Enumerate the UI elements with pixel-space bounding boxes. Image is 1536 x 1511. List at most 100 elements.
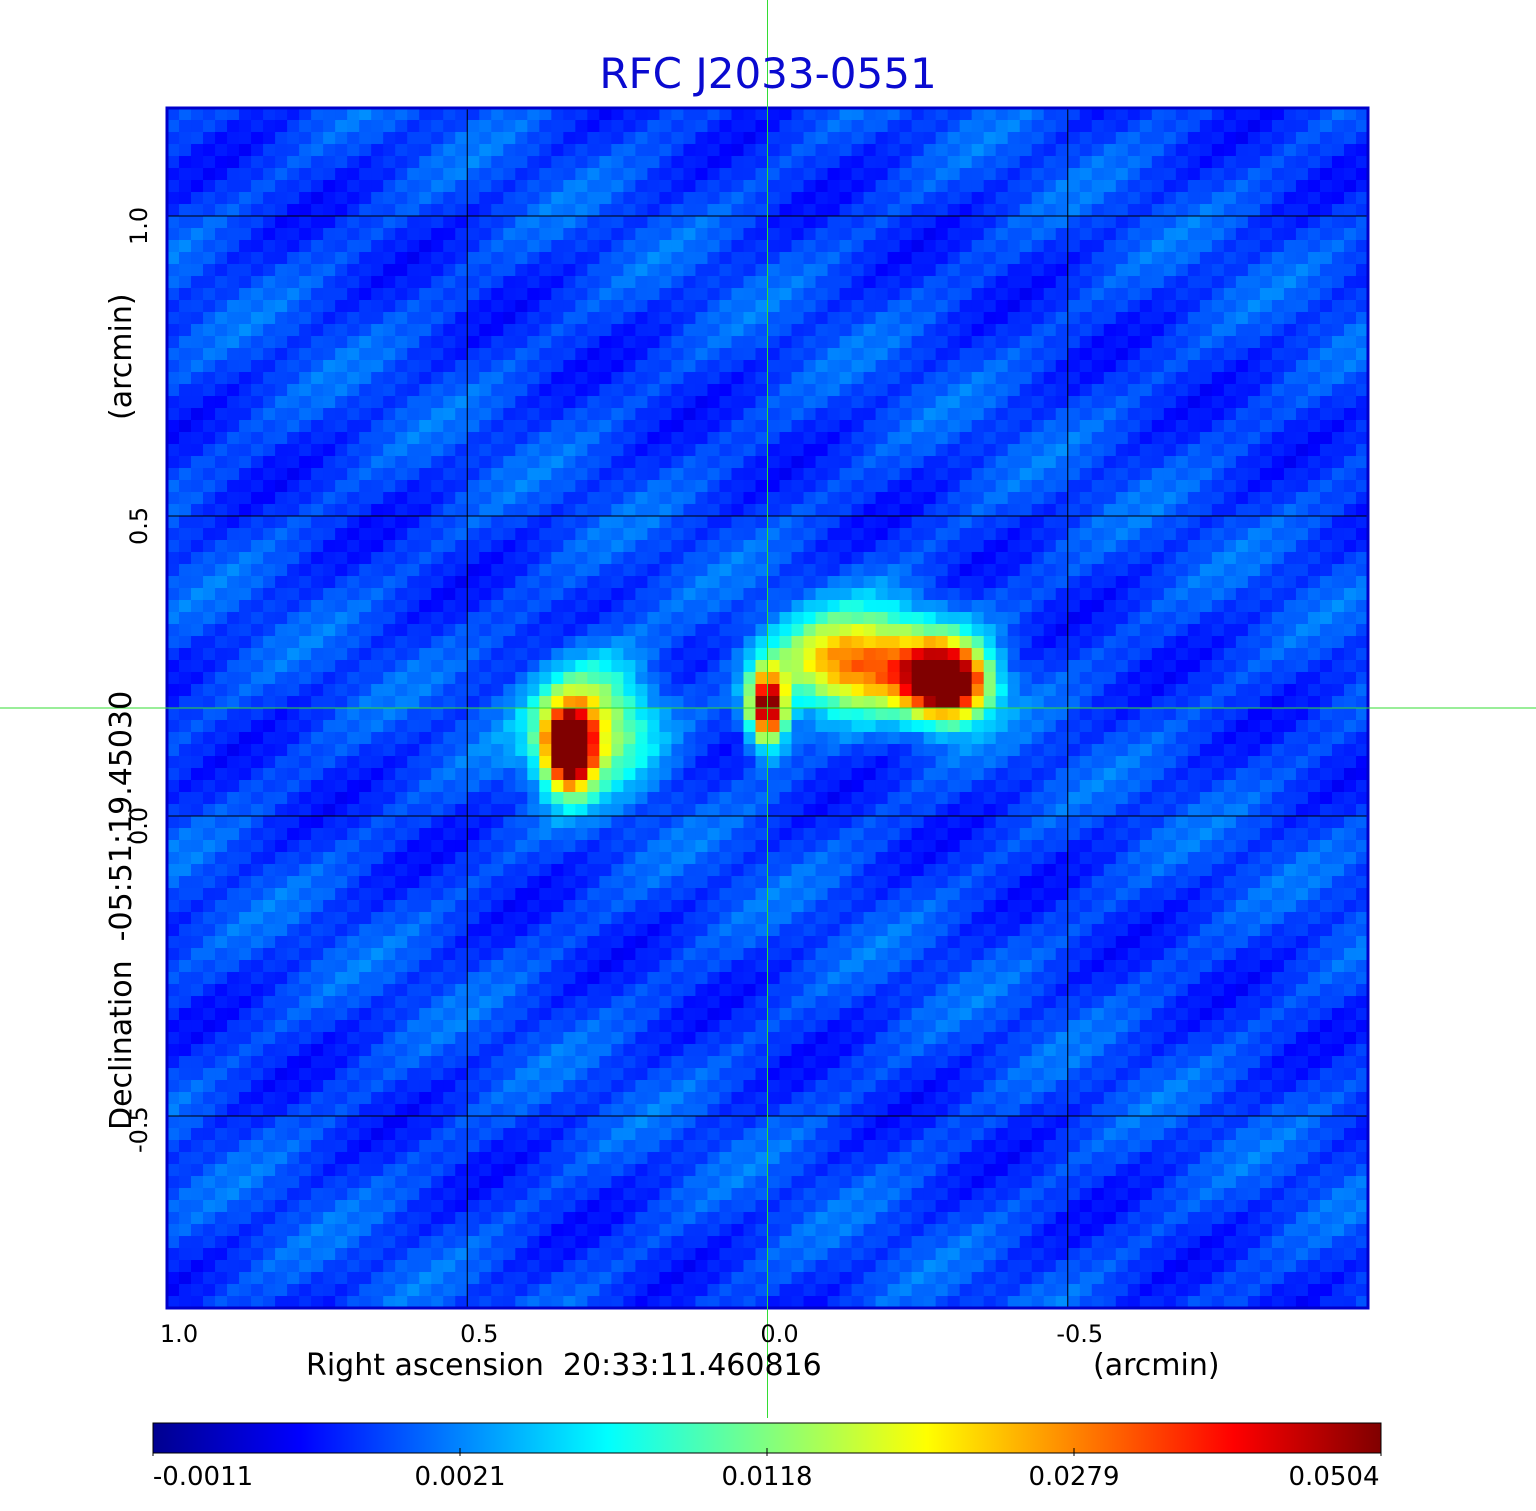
heatmap-cell	[1055, 420, 1069, 433]
heatmap-cell	[179, 624, 192, 637]
heatmap-cell	[695, 108, 709, 121]
heatmap-cell	[611, 240, 624, 253]
heatmap-cell	[455, 540, 468, 553]
heatmap-cell	[275, 636, 288, 649]
heatmap-cell	[1103, 492, 1117, 505]
heatmap-cell	[311, 132, 324, 145]
heatmap-cell	[299, 324, 312, 337]
heatmap-cell	[323, 648, 336, 661]
heatmap-cell	[791, 132, 805, 145]
heatmap-cell	[587, 252, 600, 265]
heatmap-cell	[647, 636, 661, 649]
heatmap-cell	[311, 492, 324, 505]
heatmap-cell	[863, 120, 877, 133]
heatmap-cell	[575, 696, 588, 709]
heatmap-cell	[695, 360, 709, 373]
heatmap-cell	[347, 132, 360, 145]
heatmap-cell	[1307, 288, 1321, 301]
heatmap-cell	[935, 696, 949, 709]
heatmap-cell	[311, 516, 324, 529]
heatmap-cell	[203, 276, 216, 289]
heatmap-cell	[1031, 480, 1045, 493]
heatmap-cell	[635, 468, 648, 481]
heatmap-cell	[1283, 120, 1297, 133]
heatmap-cell	[227, 228, 240, 241]
heatmap-cell	[1223, 660, 1237, 673]
heatmap-cell	[611, 588, 624, 601]
heatmap-cell	[191, 612, 204, 625]
heatmap-cell	[791, 648, 805, 661]
heatmap-cell	[299, 588, 312, 601]
heatmap-cell	[1223, 480, 1237, 493]
heatmap-cell	[839, 588, 853, 601]
heatmap-cell	[1055, 516, 1069, 529]
heatmap-cell	[407, 120, 420, 133]
heatmap-cell	[1127, 264, 1141, 277]
heatmap-cell	[1259, 300, 1273, 313]
heatmap-cell	[467, 432, 480, 445]
heatmap-cell	[995, 540, 1009, 553]
heatmap-cell	[803, 528, 817, 541]
heatmap-cell	[1151, 456, 1165, 469]
heatmap-cell	[1343, 576, 1357, 589]
heatmap-cell	[335, 540, 348, 553]
heatmap-cell	[215, 348, 228, 361]
heatmap-cell	[1307, 684, 1321, 697]
heatmap-cell	[527, 624, 540, 637]
heatmap-cell	[563, 552, 576, 565]
heatmap-cell	[467, 648, 480, 661]
heatmap-cell	[1175, 528, 1189, 541]
heatmap-cell	[731, 264, 745, 277]
heatmap-cell	[779, 468, 793, 481]
heatmap-cell	[1019, 228, 1033, 241]
heatmap-cell	[635, 552, 648, 565]
heatmap-cell	[1115, 624, 1129, 637]
heatmap-cell	[983, 636, 997, 649]
heatmap-cell	[671, 396, 685, 409]
heatmap-cell	[635, 432, 648, 445]
heatmap-cell	[539, 240, 552, 253]
heatmap-cell	[1139, 372, 1153, 385]
heatmap-cell	[551, 456, 564, 469]
heatmap-cell	[467, 288, 480, 301]
heatmap-cell	[1199, 300, 1213, 313]
heatmap-cell	[1247, 504, 1261, 517]
heatmap-cell	[1055, 336, 1069, 349]
heatmap-cell	[1307, 192, 1321, 205]
heatmap-cell	[1235, 120, 1249, 133]
heatmap-cell	[1211, 612, 1225, 625]
heatmap-cell	[167, 624, 180, 637]
heatmap-cell	[1307, 348, 1321, 361]
heatmap-cell	[839, 492, 853, 505]
heatmap-cell	[1283, 108, 1297, 121]
heatmap-cell	[731, 432, 745, 445]
heatmap-cell	[407, 408, 420, 421]
heatmap-cell	[995, 144, 1009, 157]
heatmap-cell	[527, 240, 540, 253]
heatmap-cell	[803, 144, 817, 157]
heatmap-cell	[587, 648, 600, 661]
heatmap-cell	[419, 480, 432, 493]
heatmap-cell	[599, 528, 612, 541]
heatmap-cell	[1151, 480, 1165, 493]
heatmap-cell	[995, 336, 1009, 349]
heatmap-cell	[371, 636, 384, 649]
heatmap-cell	[371, 468, 384, 481]
heatmap-cell	[443, 336, 456, 349]
heatmap-cell	[1055, 312, 1069, 325]
heatmap-cell	[443, 264, 456, 277]
heatmap-cell	[1019, 480, 1033, 493]
heatmap-cell	[875, 144, 889, 157]
heatmap-cell	[683, 528, 697, 541]
heatmap-cell	[599, 636, 612, 649]
heatmap-cell	[1151, 684, 1165, 697]
heatmap-cell	[359, 372, 372, 385]
heatmap-cell	[1187, 516, 1201, 529]
heatmap-cell	[479, 492, 492, 505]
heatmap-cell	[443, 372, 456, 385]
heatmap-cell	[983, 324, 997, 337]
heatmap-cell	[1139, 240, 1153, 253]
heatmap-cell	[1247, 408, 1261, 421]
heatmap-cell	[359, 204, 372, 217]
heatmap-cell	[1199, 384, 1213, 397]
